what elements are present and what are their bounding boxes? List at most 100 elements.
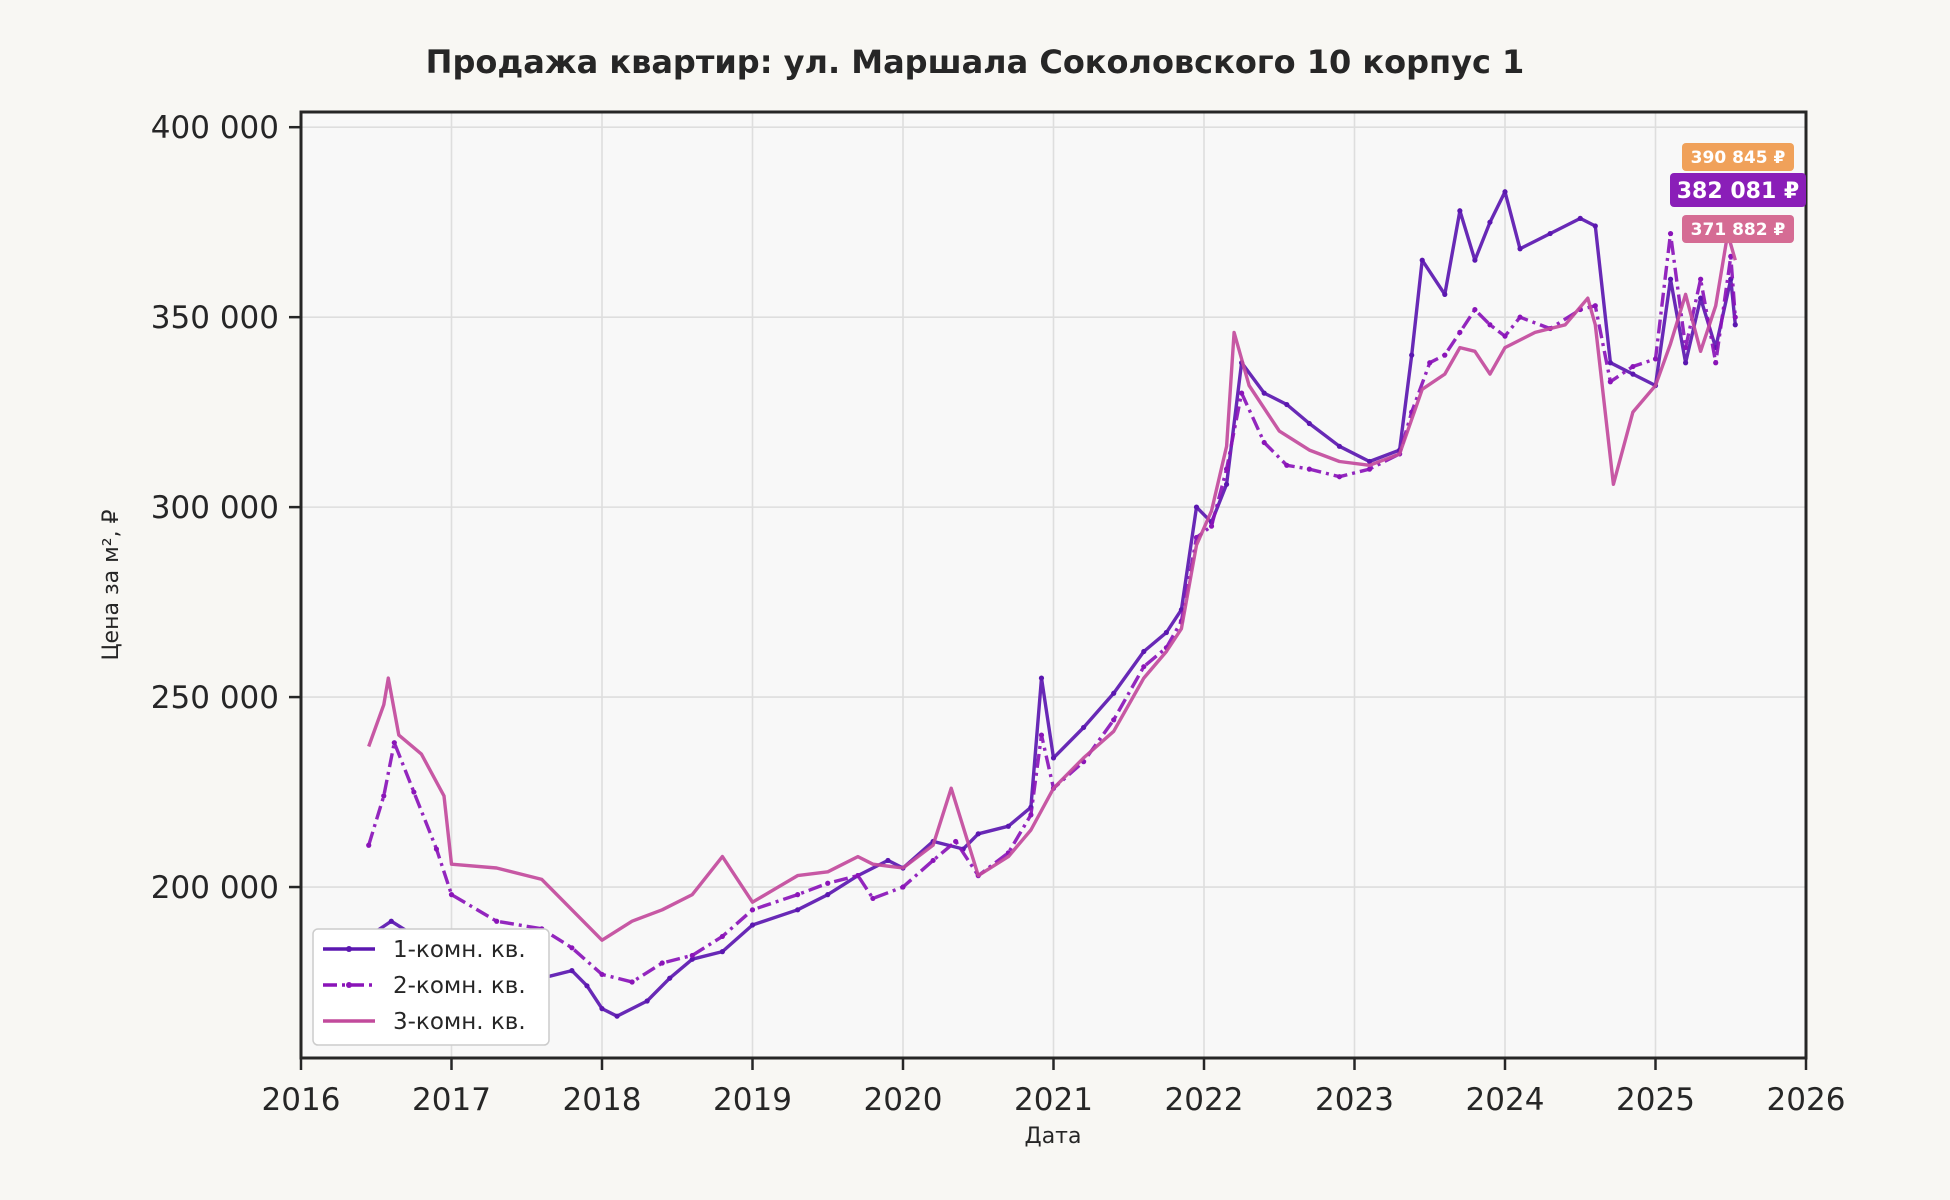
x-tick-label: 2024 [1466, 1082, 1545, 1118]
legend-label-2: 2-комн. кв. [393, 973, 526, 999]
series-1-point [1163, 629, 1169, 636]
series-2-point [1457, 329, 1463, 335]
series-1-point [975, 831, 981, 837]
series-1-point [689, 956, 695, 962]
series-2-point [719, 933, 726, 940]
series-2-point [1667, 230, 1674, 237]
series-1-point [1141, 648, 1147, 655]
series-1-point [1038, 675, 1045, 681]
x-axis-label: Дата [1025, 1124, 1082, 1149]
series-layer [366, 189, 1738, 1019]
series-2-point [1472, 306, 1478, 313]
series-1-point [1419, 257, 1425, 263]
series-1-point [1050, 755, 1057, 761]
series-1-point [1005, 823, 1011, 829]
y-axis-label: Цена за м², ₽ [99, 509, 124, 660]
x-tick-label: 2021 [1014, 1082, 1093, 1118]
x-tick-label: 2023 [1315, 1082, 1394, 1118]
series-1-point [1457, 208, 1463, 214]
series-1-point [569, 968, 575, 974]
x-axis: 2016 2017 2018 2019 2020 2021 2022 2023 2024 2025… [262, 1058, 1846, 1118]
series-2-point [1630, 363, 1636, 370]
x-tick-label: 2025 [1616, 1082, 1695, 1118]
series-1-point [1442, 291, 1448, 297]
legend-marker-2 [346, 982, 352, 988]
series-2-point [391, 740, 397, 746]
x-tick-label: 2016 [262, 1082, 341, 1118]
last-value-text-3: 371 882 ₽ [1691, 220, 1786, 240]
series-1-point [599, 1006, 605, 1012]
series-1-point [1667, 276, 1674, 282]
series-1-point [1111, 690, 1117, 696]
series-1-point [719, 949, 726, 955]
series-2-point [1028, 812, 1034, 818]
series-2-point [749, 907, 756, 913]
series-2-point [1683, 344, 1689, 351]
series-2-point [689, 952, 695, 959]
x-tick-label: 2026 [1767, 1082, 1846, 1118]
series-2-point [659, 960, 665, 966]
legend-label-1: 1-комн. кв. [393, 937, 526, 963]
series-1-point [644, 998, 650, 1004]
last-value-labels: 390 845 ₽ 382 081 ₽ 371 882 ₽ [1670, 143, 1806, 243]
series-1-point [1502, 189, 1508, 195]
series-1-point [795, 907, 801, 913]
series-2-point [1111, 717, 1117, 723]
series-2-point [1592, 303, 1598, 309]
legend-box [312, 928, 550, 1046]
series-2-point [1141, 664, 1147, 670]
series-1-point [1284, 401, 1290, 408]
series-2-point [1728, 253, 1734, 259]
series-2-point [1366, 466, 1373, 472]
series-1-point [1517, 246, 1523, 252]
y-tick-label: 250 000 [151, 680, 279, 716]
last-value-text-1: 390 845 ₽ [1691, 148, 1786, 168]
series-2-point [1502, 333, 1508, 339]
legend-label-3: 3-комн. кв. [393, 1009, 526, 1035]
series-2-point [953, 838, 959, 845]
series-line-3 [367, 231, 1737, 942]
series-2-point [494, 918, 500, 924]
series-2-point [870, 895, 876, 902]
series-1-point [1336, 443, 1343, 449]
series-2-point [366, 842, 372, 848]
series-2-point [1261, 439, 1267, 446]
last-value-text-2: 382 081 ₽ [1677, 179, 1799, 204]
last-value-badge-2 [1670, 173, 1806, 207]
series-2-point [433, 846, 440, 852]
series-1-point [1261, 390, 1267, 396]
x-tick-label: 2022 [1165, 1082, 1244, 1118]
series-1-point [1081, 724, 1087, 731]
last-value-badge-1 [1682, 143, 1794, 171]
series-2-point [1208, 523, 1215, 529]
series-2-point [825, 880, 831, 886]
series-2-point [381, 793, 387, 799]
series-2-point [1652, 356, 1659, 362]
series-1-point [667, 975, 673, 981]
series-2-point [1732, 314, 1738, 320]
series-2-point [411, 789, 417, 795]
series-1-point [749, 922, 756, 928]
series-1-point [1193, 504, 1200, 510]
series-2-point [1223, 466, 1230, 472]
series-1-point [885, 857, 891, 864]
series-1-point [1409, 352, 1415, 358]
series-2-point [1517, 314, 1523, 320]
y-tick-label: 200 000 [151, 870, 279, 906]
series-1-point [1306, 420, 1312, 427]
series-1-point [1487, 219, 1493, 225]
legend-marker-1 [346, 946, 352, 952]
series-2-point [1487, 322, 1493, 328]
series-2-point [1284, 462, 1290, 468]
series-1-point [1472, 257, 1478, 263]
series-1-point [1223, 481, 1230, 487]
series-2-point [930, 857, 936, 864]
series-1-point [1577, 215, 1583, 221]
x-tick-label: 2019 [713, 1082, 792, 1118]
series-2-point [1239, 390, 1245, 396]
series-2-point [795, 892, 801, 898]
series-1-point [1547, 230, 1553, 237]
series-1-point [388, 918, 394, 924]
x-tick-label: 2020 [864, 1082, 943, 1118]
series-1-point [584, 983, 590, 989]
